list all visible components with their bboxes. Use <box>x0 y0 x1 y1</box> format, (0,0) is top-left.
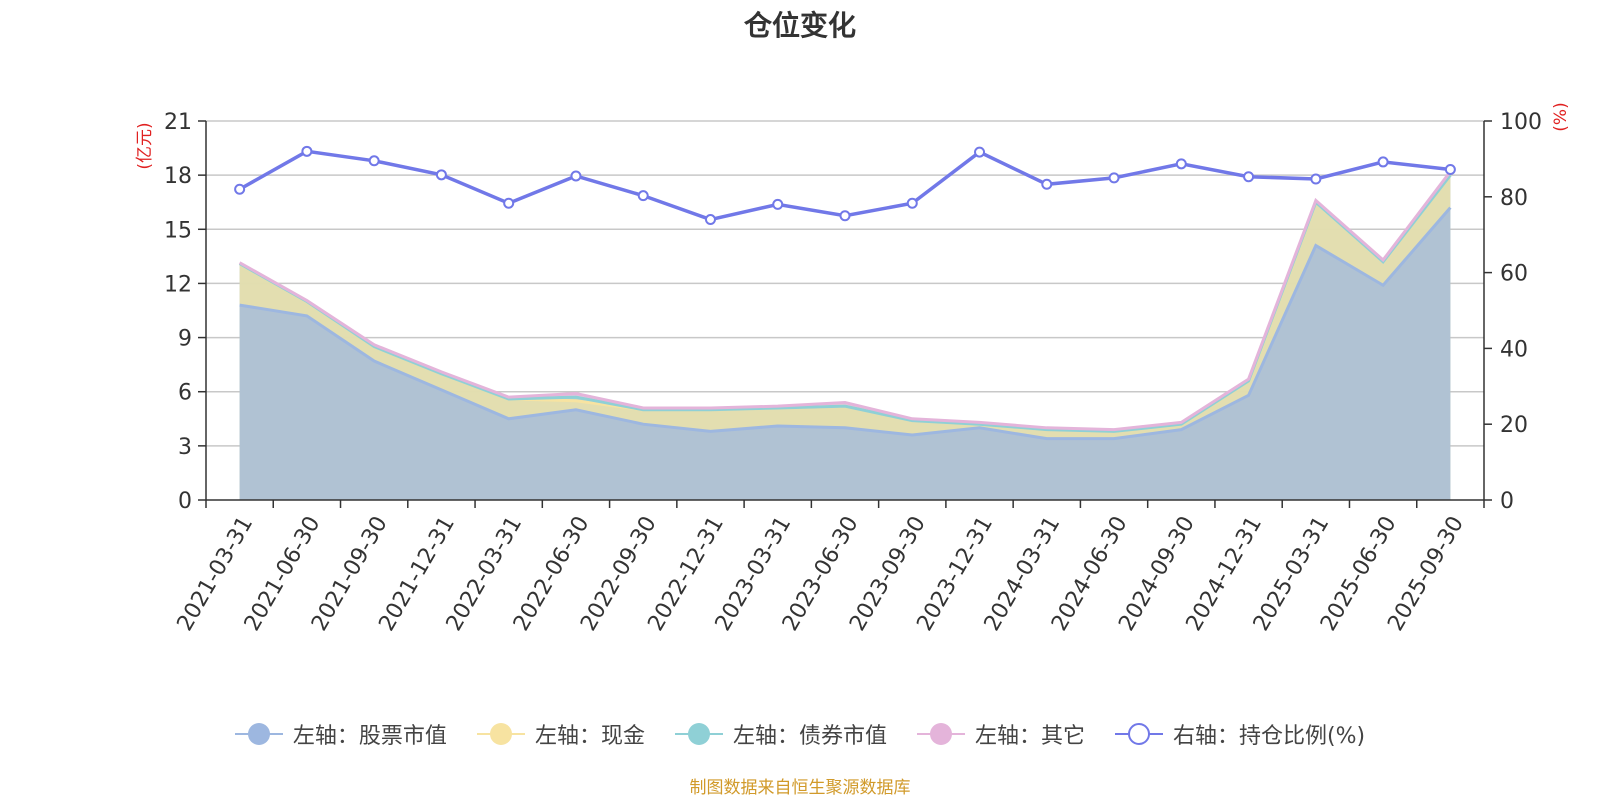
right-axis-tick-label: 60 <box>1500 262 1528 287</box>
ratio-point <box>772 198 784 210</box>
left-axis-tick-label: 18 <box>164 164 192 189</box>
ratio-point <box>435 169 447 181</box>
left-axis-tick-label: 12 <box>164 272 192 297</box>
area-stock <box>239 207 1451 500</box>
ratio-point <box>1175 158 1187 170</box>
ratio-point <box>637 190 649 202</box>
stacked-areas <box>239 171 1451 501</box>
right-axis-tick-label: 40 <box>1500 337 1528 362</box>
left-axis-tick-label: 15 <box>164 218 192 243</box>
ratio-point <box>704 214 716 226</box>
ratio-point <box>1310 173 1322 185</box>
ratio-points <box>234 145 1456 226</box>
data-source-note: 制图数据来自恒生聚源数据库 <box>689 778 911 798</box>
ratio-point <box>839 210 851 222</box>
chart-title: 仓位变化 <box>743 9 856 42</box>
left-axis-unit: (亿元) <box>135 122 155 169</box>
legend-item-ratio[interactable]: 右轴：持仓比例(%) <box>1114 718 1366 750</box>
legend-item-stock[interactable]: 左轴：股票市值 <box>234 718 447 750</box>
right-axis-tick-label: 80 <box>1500 186 1528 211</box>
line-stock <box>239 206 1452 441</box>
ratio-point <box>1377 156 1389 168</box>
legend-marker-icon <box>916 722 965 746</box>
ratio-point <box>906 197 918 209</box>
legend-item-cash[interactable]: 左轴：现金 <box>476 718 645 750</box>
legend-label: 左轴：其它 <box>974 724 1085 749</box>
line-other <box>238 170 1452 432</box>
legend-label: 左轴：债券市值 <box>732 724 887 749</box>
left-axis-tick-label: 21 <box>164 110 192 135</box>
line-ratio <box>238 149 1451 222</box>
ratio-point <box>1444 164 1456 176</box>
right-axis-unit: (%) <box>1551 102 1571 131</box>
right-axis-tick-label: 0 <box>1500 489 1514 514</box>
ratio-point <box>974 146 986 158</box>
legend-marker-icon <box>234 722 283 746</box>
legend-item-other[interactable]: 左轴：其它 <box>916 718 1085 750</box>
ratio-point <box>234 183 246 195</box>
legend-marker-icon <box>476 722 525 746</box>
legend-marker-icon <box>1114 722 1163 746</box>
ratio-point <box>503 197 515 209</box>
legend-marker-icon <box>674 722 723 746</box>
left-axis-tick-label: 9 <box>178 327 192 352</box>
ratio-point <box>301 145 313 157</box>
legend-item-bond[interactable]: 左轴：债券市值 <box>674 718 887 750</box>
legend-label: 右轴：持仓比例(%) <box>1172 724 1366 749</box>
ratio-point <box>570 170 582 182</box>
left-axis-tick-label: 0 <box>178 489 192 514</box>
left-axis-tick-label: 6 <box>178 381 192 406</box>
ratio-point <box>1041 178 1053 190</box>
right-axis-tick-label: 20 <box>1500 413 1528 438</box>
legend-label: 左轴：股票市值 <box>292 724 447 749</box>
legend-label: 左轴：现金 <box>534 724 645 749</box>
left-axis-tick-label: 3 <box>178 435 192 460</box>
ratio-point <box>1108 172 1120 184</box>
ratio-point <box>1243 171 1255 183</box>
right-axis-tick-label: 100 <box>1500 110 1542 135</box>
line-bond <box>238 174 1452 433</box>
ratio-point <box>368 155 380 167</box>
legend: 左轴：股票市值 左轴：现金 左轴：债券市值 左轴：其它 右轴：持仓比例(%) <box>0 718 1600 750</box>
